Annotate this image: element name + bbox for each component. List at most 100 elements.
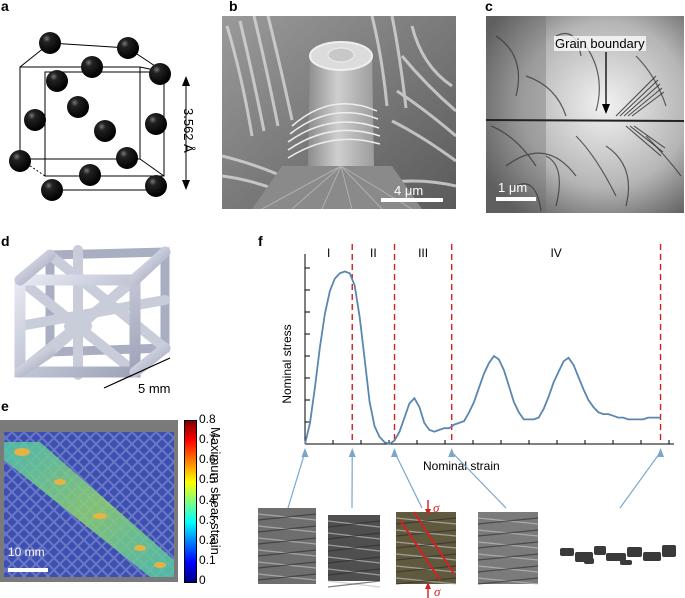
specimen-strut-highlight <box>395 517 457 525</box>
atom <box>46 70 68 92</box>
stress-arrowhead-bottom <box>425 582 431 589</box>
atom <box>116 147 138 169</box>
specimen-strut-shadow <box>327 532 381 540</box>
grain-boundary-line <box>486 119 684 122</box>
specimen-strut-highlight <box>477 529 539 537</box>
specimen-strut-shadow <box>477 541 539 549</box>
specimen-strut-highlight <box>327 556 381 564</box>
atom <box>67 96 89 118</box>
atoms <box>9 32 171 201</box>
colorbar <box>184 420 197 583</box>
specimen-strut-highlight <box>257 537 317 545</box>
specimen-strut-shadow <box>395 541 457 549</box>
atom <box>145 175 167 197</box>
specimen-strut-highlight <box>257 525 317 533</box>
specimen-strut-highlight <box>327 532 381 540</box>
specimen-strut-shadow <box>327 556 381 564</box>
specimen-strut-shadow <box>395 577 457 585</box>
specimen-strut-shadow <box>477 529 539 537</box>
specimen-strut-highlight <box>395 553 457 561</box>
atom <box>24 109 46 131</box>
scale-bar-label-b: 4 μm <box>394 183 424 198</box>
specimen-strut-highlight <box>327 520 381 528</box>
specimen-strut-highlight <box>257 561 317 569</box>
specimen-strut-highlight <box>477 565 539 573</box>
shear-band-line <box>413 511 455 575</box>
fcc-unit-cell-diagram <box>9 32 190 201</box>
colorbar-tick-label: 0.1 <box>199 552 216 567</box>
scale-bar <box>8 568 48 572</box>
specimen-photo <box>396 512 456 584</box>
y-axis-label: Nominal stress <box>280 324 294 403</box>
colorbar-tick-label: 0.8 <box>199 412 216 426</box>
specimen-strut-highlight <box>395 541 457 549</box>
atom <box>9 150 31 172</box>
atom <box>39 32 61 54</box>
panel-label-f: f <box>258 233 263 249</box>
specimen-strut-highlight <box>395 565 457 573</box>
specimen-strut-highlight <box>257 573 317 581</box>
specimen-strut-highlight <box>477 541 539 549</box>
specimen-strut-shadow <box>477 517 539 525</box>
stress-strain-curve <box>304 270 661 446</box>
crushed-specimen-fragment <box>643 552 661 561</box>
dic-shear-strain-map <box>0 420 178 582</box>
stress-symbol-top: σ <box>433 500 440 515</box>
sem-micropillar-image <box>222 16 456 209</box>
specimen-strut-shadow <box>395 565 457 573</box>
specimen-strut-highlight <box>477 577 539 585</box>
atom <box>41 179 63 201</box>
colorbar-tick-label: 0.2 <box>199 532 216 547</box>
atom <box>79 164 101 186</box>
specimen-strut-highlight <box>327 544 381 552</box>
panel-label-e: e <box>1 398 9 414</box>
specimen-strut-highlight <box>477 517 539 525</box>
crushed-specimen-fragment <box>560 548 574 556</box>
specimen-strut-shadow <box>257 525 317 533</box>
atom <box>81 56 103 78</box>
specimen-strut-highlight <box>395 529 457 537</box>
specimen-strut-shadow <box>395 553 457 561</box>
scale-bar-label-d: 5 mm <box>138 381 171 396</box>
specimen-strut-shadow <box>327 544 381 552</box>
specimen-strut-shadow <box>257 537 317 545</box>
specimen-strut-shadow <box>477 577 539 585</box>
lattice-unit-cell-render <box>14 245 171 389</box>
scale-bar <box>103 357 171 389</box>
x-axis-label: Nominal strain <box>423 459 500 473</box>
colorbar-tick-label: 0.5 <box>199 472 216 487</box>
specimen-strut-highlight <box>477 553 539 561</box>
colorbar-tick-label: 0.6 <box>199 452 216 467</box>
crushed-specimen-fragment <box>627 547 642 557</box>
lattice-constant-label: 3.562 Å <box>181 108 196 153</box>
crushed-specimen-fragment <box>594 546 606 555</box>
specimen-strut-shadow <box>257 573 317 581</box>
specimen-strut-shadow <box>477 565 539 573</box>
atom <box>94 120 116 142</box>
colorbar-tick-label: 0.3 <box>199 512 216 527</box>
crushed-specimen-fragment <box>620 560 632 565</box>
panel-label-c: c <box>485 0 493 14</box>
atom <box>117 37 139 59</box>
specimen-strut-shadow <box>327 568 381 576</box>
atom <box>145 113 167 135</box>
crushed-specimen-fragment <box>584 558 594 564</box>
colorbar-title: Maximum shear strain <box>208 427 223 555</box>
specimen-strut-highlight <box>327 568 381 576</box>
region-label: II <box>370 246 377 260</box>
atom <box>149 63 171 85</box>
crushed-specimen-fragment <box>662 545 676 557</box>
colorbar-tick-label: 0.7 <box>199 432 216 447</box>
region-label: I <box>327 246 330 260</box>
specimen-strut-shadow <box>327 520 381 528</box>
crushed-specimen-fragment <box>606 553 626 561</box>
scale-bar <box>381 198 443 202</box>
region-label: IV <box>550 246 561 260</box>
colorbar-tick-label: 0.4 <box>199 492 216 507</box>
crushed-specimen-fragment <box>575 552 593 562</box>
panel-label-d: d <box>1 233 10 249</box>
specimen-strut-highlight <box>257 513 317 521</box>
specimen-strut-shadow <box>327 580 381 588</box>
region-label: III <box>418 246 428 260</box>
